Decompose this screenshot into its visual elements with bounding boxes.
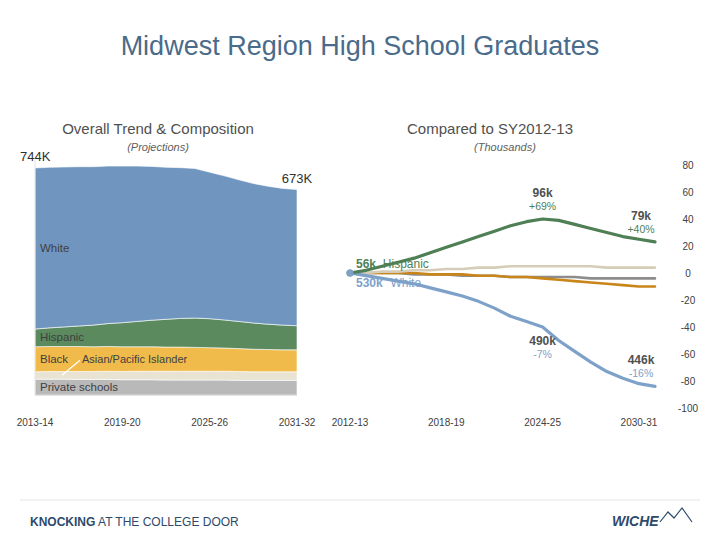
- y-tick-label: -40: [681, 322, 696, 333]
- annotation: 56k: [356, 257, 376, 271]
- x-tick-label: 2031-32: [279, 417, 316, 428]
- series-label: Asian/Pacific Islander: [82, 353, 187, 365]
- series-label: Private schools: [40, 381, 118, 393]
- annotation-sub: White: [390, 276, 421, 290]
- line-series: [350, 219, 655, 273]
- annotation: 490k: [529, 334, 556, 348]
- annotation-sub: -7%: [533, 348, 552, 360]
- annotation: 673K: [282, 171, 313, 186]
- plot-area: [35, 166, 297, 395]
- series-label: White: [40, 242, 69, 254]
- y-tick-label: -80: [681, 376, 696, 387]
- annotation-sub: Hispanic: [383, 257, 429, 271]
- y-tick-label: -60: [681, 349, 696, 360]
- chart-subtitle: (Thousands): [474, 141, 536, 153]
- annotation: 79k: [631, 209, 651, 223]
- annotation-dot: [347, 270, 354, 277]
- x-tick-label: 2013-14: [17, 417, 54, 428]
- annotation: 530k: [356, 276, 383, 290]
- annotation: 744K: [20, 149, 51, 164]
- x-tick-label: 2030-31: [621, 417, 658, 428]
- annotation: 96k: [533, 186, 553, 200]
- series-label: Black: [40, 353, 68, 365]
- x-tick-label: 2012-13: [332, 417, 369, 428]
- annotation: 446k: [628, 353, 655, 367]
- x-tick-label: 2024-25: [524, 417, 561, 428]
- background: [0, 0, 720, 540]
- title: Midwest Region High School Graduates: [121, 31, 600, 61]
- y-tick-label: 20: [682, 241, 694, 252]
- annotation-sub: +69%: [529, 200, 556, 212]
- y-tick-label: 60: [682, 187, 694, 198]
- y-tick-label: 80: [682, 160, 694, 171]
- y-tick-label: 40: [682, 214, 694, 225]
- y-tick-label: 0: [685, 268, 691, 279]
- x-tick-label: 2019-20: [104, 417, 141, 428]
- chart-title: Compared to SY2012-13: [407, 120, 573, 137]
- annotation-sub: +40%: [627, 223, 654, 235]
- footer-right: WICHE: [612, 513, 659, 529]
- footer-rule: [20, 500, 700, 501]
- area-band: [35, 346, 297, 371]
- area-band: [35, 379, 297, 395]
- line-series: [350, 273, 655, 386]
- footer-left: KNOCKING AT THE COLLEGE DOOR: [30, 515, 239, 529]
- x-tick-label: 2025-26: [191, 417, 228, 428]
- y-tick-label: -20: [681, 295, 696, 306]
- annotation-dot: [347, 270, 354, 277]
- area-band: [35, 371, 297, 380]
- plot-area: [350, 219, 655, 386]
- canvas: Midwest Region High School Graduates Over…: [0, 0, 720, 540]
- annotation-sub: -16%: [629, 367, 654, 379]
- footer-left-strong: KNOCKING: [30, 515, 95, 529]
- y-axis-line: [35, 160, 36, 395]
- x-tick-label: 2018-19: [428, 417, 465, 428]
- y-tick-label: -100: [678, 403, 698, 414]
- logo-mountains: [660, 508, 692, 522]
- series-label: Hispanic: [40, 331, 84, 343]
- x-axis-line: [35, 395, 297, 396]
- area-band: [35, 166, 297, 329]
- chart-subtitle: (Projections): [127, 141, 189, 153]
- footer-left-rest: AT THE COLLEGE DOOR: [95, 515, 239, 529]
- chart-title: Overall Trend & Composition: [62, 120, 254, 137]
